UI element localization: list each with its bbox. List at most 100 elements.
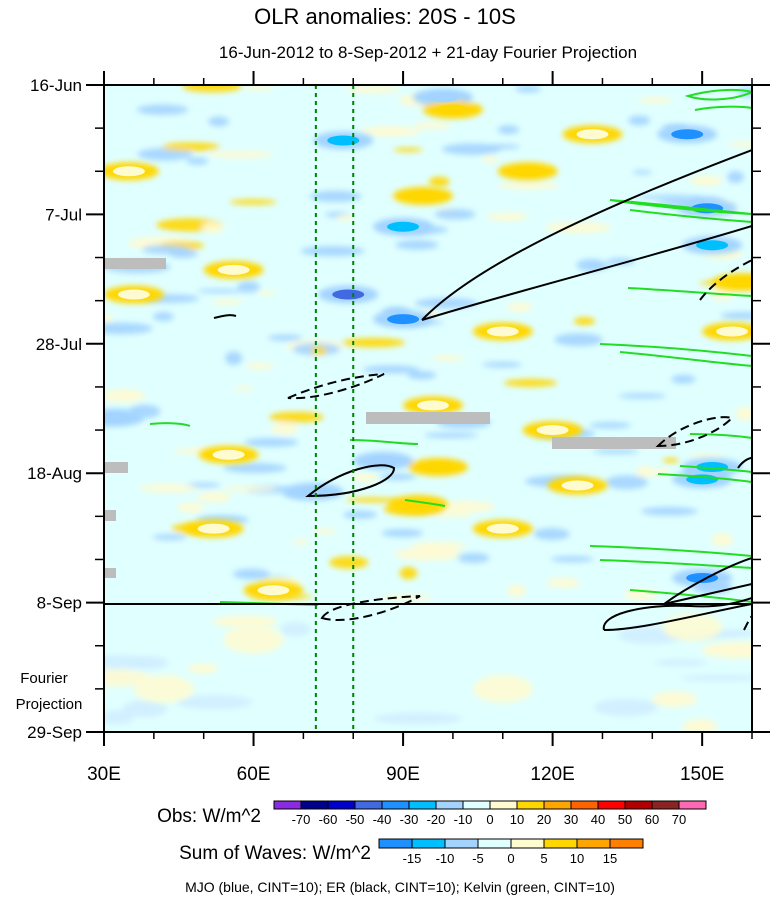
missing-data-patch bbox=[366, 412, 490, 424]
obs-colorbar-swatch bbox=[408, 800, 437, 810]
obs-colorbar-swatch bbox=[597, 800, 626, 810]
er-contour bbox=[421, 149, 752, 321]
missing-data-patches bbox=[104, 258, 676, 578]
waves-colorbar-swatch bbox=[378, 838, 413, 849]
waves-colorbar-label: 10 bbox=[570, 851, 584, 866]
y-tick-label: 28-Jul bbox=[36, 335, 82, 354]
waves-colorbar-label: 15 bbox=[603, 851, 617, 866]
kelvin-contour bbox=[149, 422, 191, 427]
anomaly-speckle bbox=[225, 351, 243, 365]
anomaly-speckle bbox=[162, 142, 220, 152]
er-negative-contour bbox=[287, 373, 385, 400]
x-tick-label: 90E bbox=[386, 764, 420, 785]
obs-colorbar-swatch bbox=[543, 800, 572, 810]
anomaly-speckle bbox=[196, 289, 244, 294]
obs-colorbar-swatch bbox=[570, 800, 599, 810]
anomaly-speckle bbox=[671, 374, 696, 384]
obs-colorbar-label: -30 bbox=[400, 812, 419, 827]
obs-anomaly-core bbox=[426, 92, 459, 103]
anomaly-speckle bbox=[186, 157, 209, 165]
waves-colorbar-label: 0 bbox=[507, 851, 514, 866]
anomaly-speckle bbox=[362, 365, 420, 374]
anomaly-speckle bbox=[223, 462, 287, 473]
projection-speckle bbox=[654, 659, 707, 667]
anomaly-speckle bbox=[728, 141, 752, 148]
waves-colorbar-label: -5 bbox=[472, 851, 484, 866]
anomaly-speckle bbox=[554, 333, 603, 347]
obs-colorbar: -70 -60 -50 -40 -30 -20 -10 0 10 20 30 40 50 60 70 bbox=[273, 800, 707, 827]
er-contour bbox=[421, 225, 752, 321]
er-contour bbox=[305, 464, 395, 498]
anomaly-speckle bbox=[141, 244, 191, 255]
obs-anomaly-core bbox=[104, 412, 130, 423]
waves-colorbar-label: -10 bbox=[436, 851, 455, 866]
projection-speckle bbox=[594, 698, 658, 717]
obs-colorbar-label: 0 bbox=[486, 812, 493, 827]
er-negative-contour bbox=[320, 595, 421, 621]
obs-anomaly-core bbox=[696, 240, 729, 251]
anomaly-speckle bbox=[104, 389, 146, 403]
obs-colorbar-title: Obs: W/m^2 bbox=[157, 806, 261, 827]
anomaly-speckle bbox=[229, 199, 277, 205]
anomaly-speckle bbox=[414, 297, 478, 309]
waves-colorbar-swatch bbox=[576, 838, 611, 849]
obs-anomaly-core bbox=[387, 221, 420, 232]
obs-colorbar-swatch bbox=[381, 800, 410, 810]
anomaly-speckle bbox=[573, 317, 596, 326]
anomaly-speckle bbox=[232, 568, 270, 580]
anomaly-speckle bbox=[431, 355, 467, 361]
anomaly-speckle bbox=[605, 258, 635, 266]
anomaly-speckle bbox=[182, 85, 243, 93]
obs-colorbar-label: 60 bbox=[645, 812, 659, 827]
anomaly-speckle bbox=[345, 497, 398, 503]
anomaly-speckle bbox=[424, 432, 479, 439]
plot-area bbox=[104, 85, 752, 732]
waves-colorbar-swatch bbox=[411, 838, 446, 849]
obs-anomaly-core bbox=[212, 449, 245, 460]
anomaly-speckle bbox=[497, 181, 560, 190]
er-contour bbox=[663, 557, 752, 605]
anomaly-speckle bbox=[244, 437, 299, 447]
anomaly-speckle bbox=[411, 541, 466, 551]
obs-colorbar-label: 10 bbox=[510, 812, 524, 827]
anomaly-speckle bbox=[208, 116, 230, 127]
obs-anomaly-core bbox=[112, 166, 145, 177]
kelvin-contour bbox=[609, 199, 752, 215]
obs-colorbar-swatch bbox=[435, 800, 464, 810]
anomaly-speckle bbox=[244, 85, 274, 91]
projection-speckle bbox=[212, 615, 278, 628]
y-tick-label: 29-Sep bbox=[27, 723, 82, 742]
anomaly-speckle bbox=[269, 411, 324, 423]
anomaly-speckle bbox=[576, 258, 606, 272]
kelvin-contour bbox=[599, 559, 752, 569]
obs-colorbar-swatch bbox=[273, 800, 302, 810]
missing-data-patch bbox=[104, 258, 166, 269]
obs-anomaly-core bbox=[407, 190, 440, 201]
wave-legend-footer: MJO (blue, CINT=10); ER (black, CINT=10)… bbox=[185, 879, 615, 895]
anomaly-speckle bbox=[434, 208, 476, 220]
anomaly-speckle bbox=[479, 144, 521, 150]
anomaly-speckle bbox=[482, 361, 523, 368]
kelvin-contour bbox=[629, 209, 752, 223]
kelvin-contour bbox=[694, 105, 752, 111]
obs-anomaly-core bbox=[257, 585, 290, 596]
anomaly-speckle bbox=[589, 422, 632, 429]
anomaly-speckle bbox=[550, 555, 594, 563]
reference-lines bbox=[314, 85, 355, 732]
anomaly-speckle bbox=[300, 246, 365, 257]
obs-colorbar-swatch bbox=[462, 800, 491, 810]
obs-anomaly-core bbox=[486, 326, 519, 337]
projection-speckle bbox=[280, 622, 311, 637]
x-tick-label: 60E bbox=[237, 764, 271, 785]
anomaly-speckle bbox=[431, 512, 473, 518]
x-tick-label: 120E bbox=[530, 764, 574, 785]
axes: 16-Jun 7-Jul 28-Jul 18-Aug 8-Sep 29-Sep 30E 60E… bbox=[27, 71, 770, 785]
obs-colorbar-label: -20 bbox=[427, 812, 446, 827]
kelvin-contour bbox=[679, 465, 752, 473]
anomaly-speckle bbox=[207, 150, 274, 158]
y-tick-label: 18-Aug bbox=[27, 464, 82, 483]
projection-label-line1: Fourier bbox=[20, 670, 68, 687]
obs-colorbar-label: 50 bbox=[618, 812, 632, 827]
waves-colorbar-swatch bbox=[543, 838, 578, 849]
er-contours bbox=[213, 149, 752, 631]
